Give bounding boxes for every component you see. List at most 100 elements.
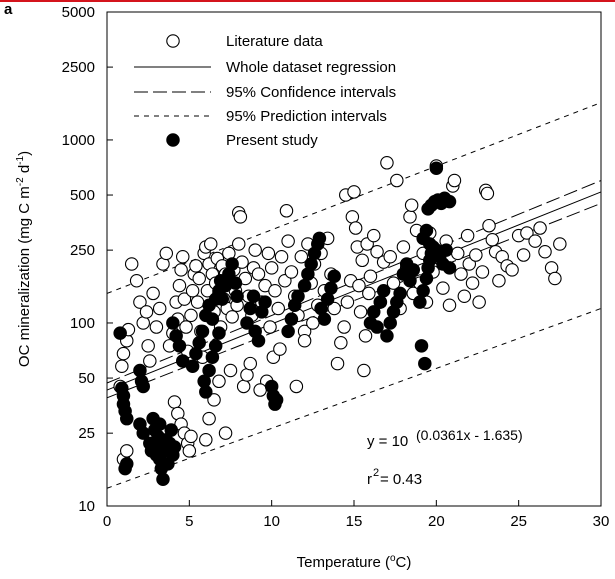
literature-data-point <box>120 444 134 458</box>
literature-data-point <box>233 210 248 224</box>
literature-data-point <box>548 271 562 286</box>
literature-data-point <box>139 305 154 319</box>
literature-data-point <box>159 246 174 261</box>
present-study-point <box>243 301 258 316</box>
literature-data-point <box>436 281 450 295</box>
literature-data-point <box>146 286 160 301</box>
literature-data-point <box>380 156 394 170</box>
literature-data-point <box>404 198 419 212</box>
literature-data-point <box>271 301 286 316</box>
present-study-point <box>373 295 388 309</box>
literature-data-point <box>447 173 462 188</box>
present-study-point <box>136 379 150 394</box>
present-study-point <box>202 363 216 378</box>
literature-data-point <box>240 368 254 382</box>
present-study-point <box>370 320 384 334</box>
literature-data-point <box>184 429 198 444</box>
x-tick-label: 15 <box>346 513 363 530</box>
literature-data-point <box>516 248 531 262</box>
literature-data-point <box>472 295 486 309</box>
present-study-point <box>120 411 134 426</box>
present-study-point <box>167 440 182 454</box>
present-study-point <box>205 350 220 364</box>
present-study-point <box>416 283 430 298</box>
literature-data-point <box>528 234 542 248</box>
legend-label: Literature data <box>226 33 323 50</box>
y-tick-label: 25 <box>78 425 95 442</box>
literature-data-point <box>225 310 239 324</box>
literature-data-point <box>261 246 276 261</box>
literature-data-point <box>182 444 197 458</box>
r2-superscript: 2 <box>373 467 379 479</box>
literature-data-point <box>297 333 312 348</box>
literature-data-point <box>462 257 477 271</box>
literature-data-point <box>192 271 206 286</box>
literature-data-point <box>289 379 304 394</box>
present-study-point <box>172 339 187 353</box>
literature-data-point <box>347 185 361 199</box>
present-study-point <box>376 283 391 298</box>
literature-data-point <box>390 173 404 188</box>
present-study-point <box>251 333 266 348</box>
present-study-point <box>156 472 170 487</box>
literature-data-point <box>353 305 368 319</box>
data-points <box>113 156 567 487</box>
literature-data-point <box>442 298 457 312</box>
present-study-point <box>205 312 220 326</box>
present-study-point <box>327 269 341 283</box>
literature-data-point <box>264 261 279 275</box>
x-tick-label: 5 <box>185 513 193 530</box>
legend-item: Whole dataset regression <box>134 59 396 76</box>
r2-base: r <box>367 471 372 488</box>
present-study-point <box>269 393 284 407</box>
literature-data-point <box>174 263 188 277</box>
regression-equation: y = 10 (0.0361x - 1.635) r 2 = 0.43 <box>367 427 523 488</box>
x-tick-label: 10 <box>263 513 280 530</box>
y-tick-label: 10 <box>78 498 95 515</box>
prediction-lower-line <box>106 308 602 489</box>
literature-data-point <box>505 263 519 277</box>
literature-data-point <box>116 346 131 361</box>
literature-data-point <box>294 250 309 264</box>
present-study-point <box>406 263 421 277</box>
present-study-point <box>195 324 210 339</box>
legend-marker <box>166 34 180 48</box>
literature-data-point <box>152 301 167 316</box>
literature-data-point <box>207 393 221 407</box>
literature-data-point <box>533 221 547 235</box>
present-study-point <box>199 385 213 399</box>
present-study-point <box>208 339 223 353</box>
literature-data-point <box>465 276 480 290</box>
y-tick-label: 500 <box>70 187 95 204</box>
present-study-point <box>413 295 427 309</box>
present-study-point <box>419 223 434 238</box>
y-tick-label: 5000 <box>62 4 95 21</box>
literature-data-point <box>202 411 216 426</box>
present-study-point <box>212 326 226 340</box>
literature-data-point <box>273 342 287 356</box>
literature-data-point <box>185 283 200 298</box>
literature-data-point <box>306 316 320 330</box>
x-tick-label: 30 <box>593 513 610 530</box>
literature-data-point <box>167 395 182 409</box>
present-study-point <box>113 326 127 340</box>
present-study-point <box>225 257 239 271</box>
y-tick-label: 100 <box>70 315 95 332</box>
present-study-point <box>166 316 180 330</box>
literature-data-point <box>345 210 360 224</box>
present-study-point <box>152 417 167 431</box>
literature-data-point <box>115 359 129 374</box>
literature-data-point <box>403 210 417 224</box>
literature-data-point <box>177 292 192 306</box>
literature-data-point <box>334 335 348 350</box>
present-study-point <box>228 276 243 290</box>
equation-prefix: y = 10 <box>367 433 408 450</box>
literature-data-point <box>454 267 468 281</box>
legend-item: 95% Prediction intervals <box>134 108 387 125</box>
literature-data-point <box>383 250 397 264</box>
y-tick-label: 50 <box>78 370 95 387</box>
literature-data-point <box>475 265 490 279</box>
present-study-point <box>429 161 444 176</box>
literature-data-point <box>136 316 150 330</box>
